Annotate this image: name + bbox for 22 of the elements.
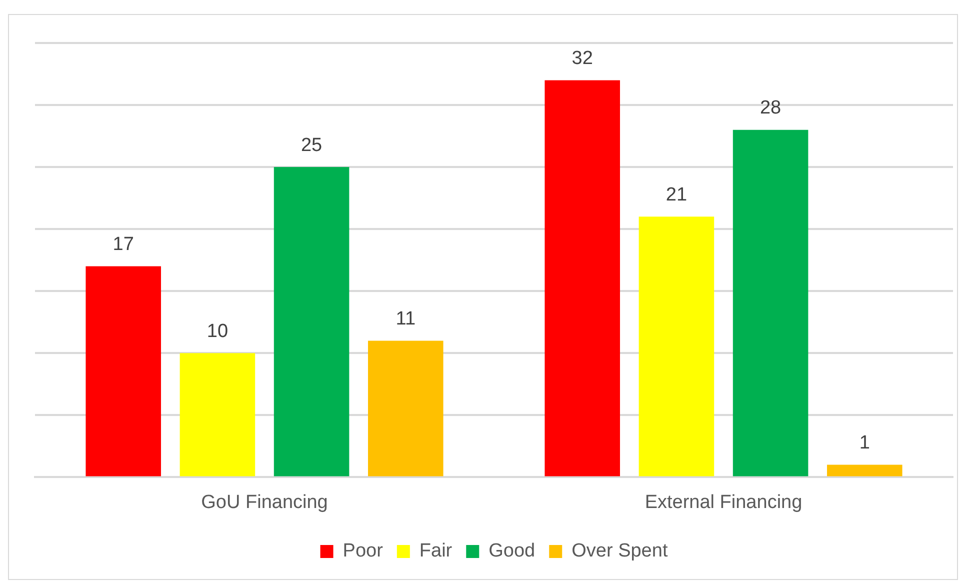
data-label: 11 — [396, 308, 416, 330]
data-label: 17 — [112, 234, 134, 256]
bar — [274, 167, 350, 476]
data-label: 1 — [859, 432, 870, 454]
data-label: 21 — [666, 184, 688, 206]
data-label: 25 — [300, 134, 322, 156]
bar — [368, 340, 444, 476]
x-tick-label: External Financing — [644, 492, 802, 513]
bar — [732, 130, 808, 476]
data-label: 32 — [572, 48, 593, 69]
data-label: 10 — [206, 320, 228, 342]
legend-label: Poor — [342, 540, 384, 562]
bar — [544, 80, 620, 476]
legend-label: Good — [488, 540, 536, 562]
legend-label: Fair — [419, 540, 453, 562]
bar — [86, 266, 161, 476]
data-label: 28 — [760, 98, 782, 119]
bar — [638, 216, 714, 476]
x-tick-label: GoU Financing — [201, 492, 328, 513]
bar — [827, 464, 902, 476]
bar — [180, 353, 256, 476]
legend-label: Over Spent — [572, 540, 668, 562]
